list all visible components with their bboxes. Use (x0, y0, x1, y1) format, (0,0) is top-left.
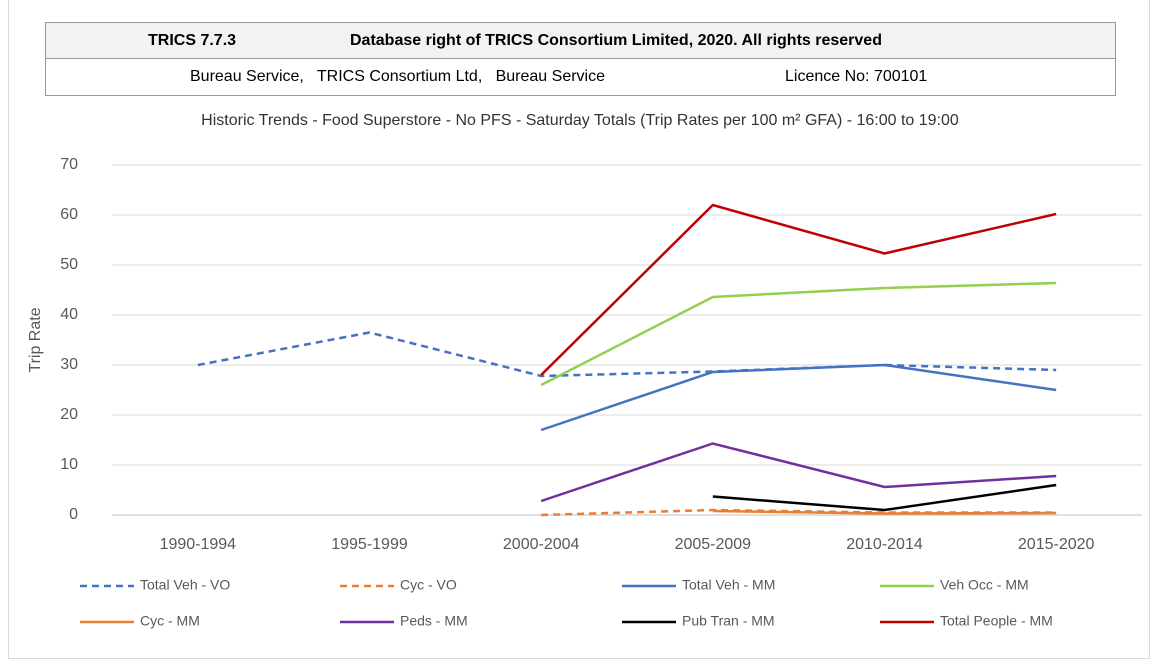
legend-label: Total Veh - MM (682, 577, 775, 593)
y-tick-label: 20 (60, 406, 78, 423)
legend-label: Total People - MM (940, 613, 1053, 629)
header-row: TRICS 7.7.3 Database right of TRICS Cons… (45, 22, 1116, 59)
y-axis-label: Trip Rate (27, 307, 44, 372)
legend-label: Total Veh - VO (140, 577, 230, 593)
y-tick-label: 50 (60, 256, 78, 273)
legend-label: Cyc - VO (400, 577, 457, 593)
x-tick-label: 1995-1999 (331, 536, 408, 553)
legend-label: Peds - MM (400, 613, 468, 629)
series-line (540, 203, 1057, 376)
legend-label: Pub Tran - MM (682, 613, 775, 629)
copyright: Database right of TRICS Consortium Limit… (350, 32, 882, 49)
y-tick-label: 60 (60, 206, 78, 223)
y-tick-label: 10 (60, 456, 78, 473)
header-row: Bureau Service, TRICS Consortium Ltd, Bu… (45, 58, 1116, 96)
series-line (197, 331, 1057, 378)
y-tick-label: 30 (60, 356, 78, 373)
user: Bureau Service, TRICS Consortium Ltd, Bu… (190, 68, 605, 85)
x-tick-label: 1990-1994 (160, 536, 237, 553)
y-tick-label: 0 (69, 506, 78, 523)
licence: Licence No: 700101 (785, 68, 928, 85)
x-tick-label: 2015-2020 (1018, 536, 1095, 553)
y-tick-label: 40 (60, 306, 78, 323)
y-tick-label: 70 (60, 156, 78, 173)
series-line (540, 442, 1057, 503)
legend-label: Veh Occ - MM (940, 577, 1029, 593)
product: TRICS 7.7.3 (148, 32, 237, 49)
series-line (540, 363, 1057, 432)
series-line (712, 483, 1057, 512)
chart-title: Historic Trends - Food Superstore - No P… (201, 112, 959, 129)
x-tick-label: 2005-2009 (675, 536, 752, 553)
x-tick-label: 2010-2014 (846, 536, 923, 553)
legend-label: Cyc - MM (140, 613, 200, 629)
x-tick-label: 2000-2004 (503, 536, 580, 553)
series-line (540, 281, 1057, 387)
series-line (712, 509, 1057, 515)
